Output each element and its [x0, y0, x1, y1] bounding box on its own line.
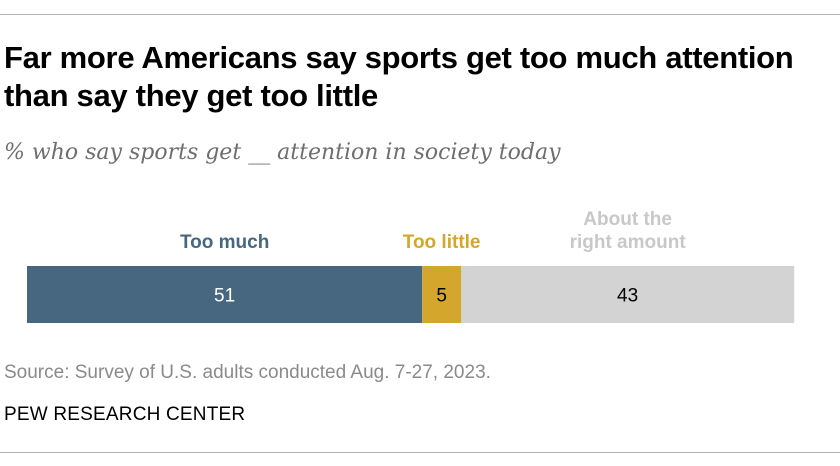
organization-name: PEW RESEARCH CENTER — [4, 404, 246, 425]
top-rule — [0, 14, 840, 15]
category-label-too-little: Too little — [403, 232, 481, 253]
bar-segment-too-little — [422, 266, 461, 323]
value-label-too-little: 5 — [436, 286, 447, 307]
source-note: Source: Survey of U.S. adults conducted … — [4, 362, 491, 383]
bar-segment-too-much — [27, 266, 423, 323]
chart-subtitle: % who say sports get __ attention in soc… — [4, 140, 561, 165]
bottom-rule — [0, 452, 840, 453]
category-label-too-much: Too much — [180, 232, 269, 253]
value-label-too-much: 51 — [214, 286, 235, 307]
stacked-bar-chart: 51 Too much 5 Too little 43 About the right am… — [27, 209, 795, 323]
chart-title: Far more Americans say sports get too mu… — [4, 40, 794, 113]
value-label-about-right: 43 — [617, 286, 638, 307]
bar-segment-about-right — [461, 266, 795, 323]
category-label-about-right: About the right amount — [570, 209, 687, 253]
